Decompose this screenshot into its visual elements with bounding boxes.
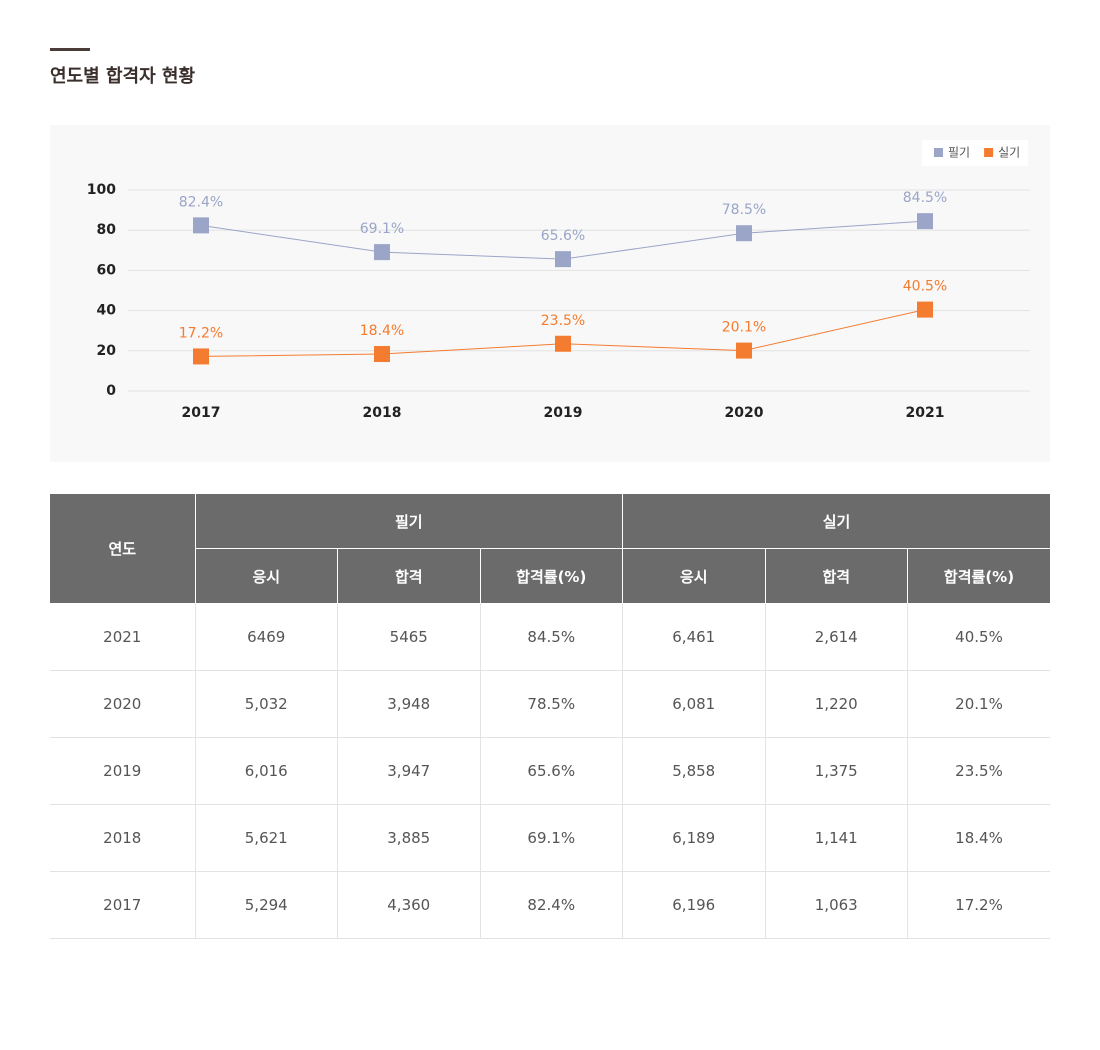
page-title: 연도별 합격자 현황: [50, 66, 196, 87]
table-cell: 78.5%: [479, 670, 623, 738]
data-label: 65.6%: [541, 228, 585, 244]
table-cell: 23.5%: [907, 737, 1050, 805]
legend: 필기 실기: [922, 140, 1028, 166]
data-label: 78.5%: [722, 202, 766, 218]
data-label: 17.2%: [179, 325, 223, 341]
table-cell: 6,196: [622, 871, 766, 939]
table-row: 2019 6,016 3,947 65.6% 5,858 1,375 23.5%: [50, 737, 1050, 805]
table-subheader: 응시: [195, 548, 338, 604]
y-tick-label: 80: [97, 222, 117, 238]
table-cell: 6,016: [194, 737, 338, 805]
table-row: 2020 5,032 3,948 78.5% 6,081 1,220 20.1%: [50, 670, 1050, 738]
data-point: [736, 225, 752, 242]
title-accent: [50, 48, 90, 51]
x-tick-label: 2021: [906, 405, 945, 421]
table-cell: 2021: [50, 603, 196, 671]
table-subheader: 합격률(%): [479, 548, 623, 604]
x-tick-label: 2020: [725, 405, 764, 421]
data-label: 84.5%: [903, 190, 947, 206]
data-point: [193, 348, 209, 365]
table-header: 연도: [50, 494, 196, 604]
table-cell: 1,375: [764, 737, 908, 805]
table-subheader-row: 응시 합격 합격률(%) 응시 합격 합격률(%): [50, 548, 1050, 604]
data-label: 23.5%: [541, 313, 585, 329]
table-row: 2018 5,621 3,885 69.1% 6,189 1,141 18.4%: [50, 804, 1050, 872]
table-subheader: 합격률(%): [907, 548, 1050, 604]
data-table: 연도 필기 실기 응시 합격 합격률(%) 응시 합격 합격률(%) 2021 6469 54…: [50, 494, 1050, 939]
table-cell: 5465: [337, 603, 481, 671]
table-header: 필기: [194, 494, 623, 549]
x-tick-label: 2017: [182, 405, 221, 421]
table-subheader: 합격: [337, 548, 481, 604]
data-point: [374, 244, 390, 261]
table-cell: 4,360: [337, 871, 481, 939]
table-cell: 2019: [50, 737, 196, 805]
table-cell: 6469: [194, 603, 338, 671]
table-cell: 6,461: [622, 603, 766, 671]
y-tick-label: 0: [106, 383, 116, 399]
table-cell: 5,294: [194, 871, 338, 939]
table-cell: 3,947: [337, 737, 481, 805]
data-point: [917, 301, 933, 318]
chart: 0 20 40 60 80 100 2017 2018 2019 2020 2021 82.4% 69.…: [50, 125, 1050, 462]
table-cell: 20.1%: [907, 670, 1050, 738]
table-cell: 1,063: [764, 871, 908, 939]
table-cell: 69.1%: [479, 804, 623, 872]
table-cell: 5,032: [194, 670, 338, 738]
table-row: 2017 5,294 4,360 82.4% 6,196 1,063 17.2%: [50, 871, 1050, 939]
y-tick-label: 100: [87, 182, 116, 198]
legend-label: 필기: [948, 146, 970, 160]
table-cell: 5,621: [194, 804, 338, 872]
data-point: [736, 342, 752, 359]
x-tick-label: 2019: [544, 405, 583, 421]
y-tick-label: 60: [97, 262, 117, 278]
table-cell: 2020: [50, 670, 196, 738]
table-cell: 6,081: [622, 670, 766, 738]
table-cell: 2,614: [764, 603, 908, 671]
data-point: [555, 335, 571, 352]
table-cell: 82.4%: [479, 871, 623, 939]
table-cell: 5,858: [622, 737, 766, 805]
table-subheader: 합격: [764, 548, 908, 604]
legend-swatch: [984, 148, 994, 157]
legend-label: 실기: [998, 146, 1020, 160]
table-cell: 18.4%: [907, 804, 1050, 872]
table-cell: 2018: [50, 804, 196, 872]
table-cell: 40.5%: [907, 603, 1050, 671]
data-label: 40.5%: [903, 279, 947, 295]
y-tick-label: 40: [97, 303, 117, 319]
table-header: 실기: [622, 494, 1050, 549]
y-tick-label: 20: [97, 343, 117, 359]
data-label: 82.4%: [179, 194, 223, 210]
data-point: [374, 346, 390, 363]
table-cell: 1,141: [764, 804, 908, 872]
data-point: [193, 217, 209, 234]
data-label: 20.1%: [722, 320, 766, 336]
table-cell: 2017: [50, 871, 196, 939]
table-cell: 6,189: [622, 804, 766, 872]
data-label: 69.1%: [360, 221, 404, 237]
table-cell: 3,948: [337, 670, 481, 738]
table-cell: 3,885: [337, 804, 481, 872]
chart-background: [50, 125, 1050, 462]
table-cell: 1,220: [764, 670, 908, 738]
data-label: 18.4%: [360, 323, 404, 339]
x-tick-label: 2018: [363, 405, 402, 421]
table-cell: 17.2%: [907, 871, 1050, 939]
table-cell: 65.6%: [479, 737, 623, 805]
data-point: [555, 251, 571, 268]
data-point: [917, 213, 933, 230]
table-row: 2021 6469 5465 84.5% 6,461 2,614 40.5%: [50, 603, 1050, 671]
table-subheader: 응시: [622, 548, 766, 604]
legend-swatch: [934, 148, 943, 157]
table-cell: 84.5%: [479, 603, 623, 671]
